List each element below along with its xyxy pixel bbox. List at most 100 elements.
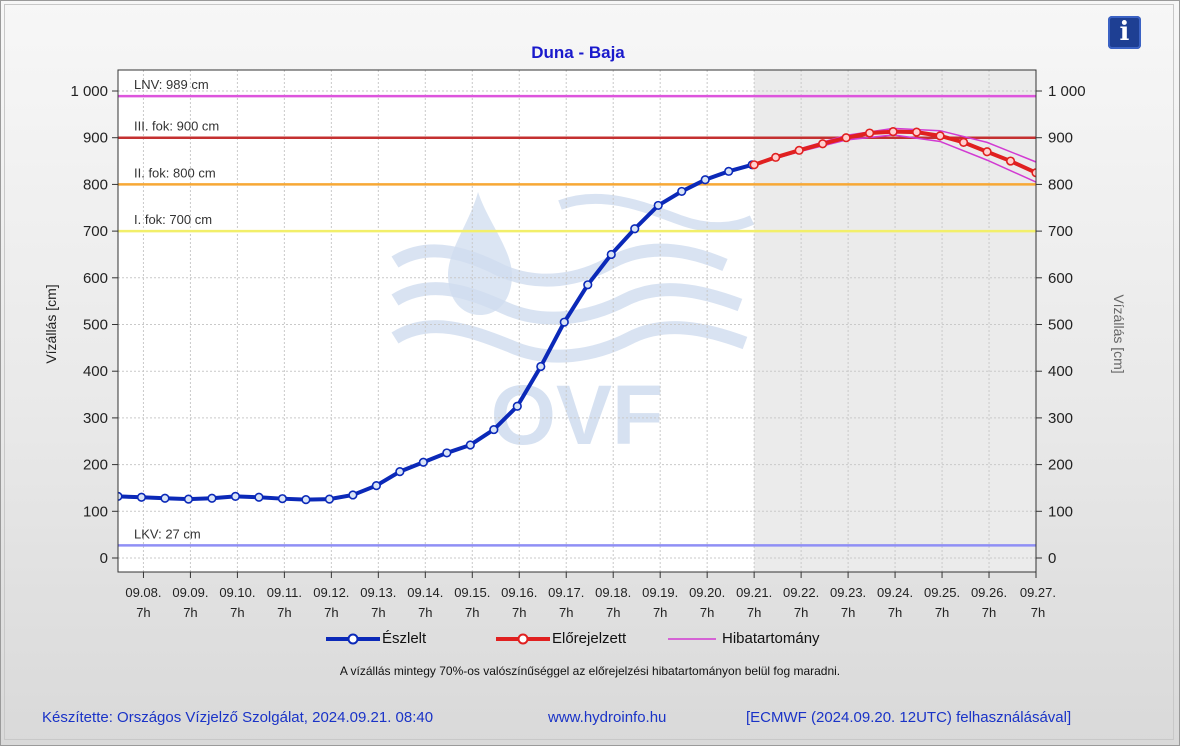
y-tick-label: 700 — [83, 223, 108, 240]
y-tick-label: 900 — [83, 130, 108, 147]
y-axis-left: 0 100 200 300 400 500 600 700 800 900 1 000 — [70, 83, 118, 567]
data-point — [183, 494, 194, 504]
y-tick-label: 0 — [1048, 550, 1056, 567]
data-point — [677, 186, 687, 197]
y-tick-label: 100 — [83, 503, 108, 520]
x-tick-label: 09.19. — [642, 585, 678, 600]
info-icon[interactable]: i — [1108, 16, 1141, 49]
reference-line-label: III. fok: 900 cm — [134, 119, 219, 134]
data-point — [136, 492, 147, 502]
y-axis-right: 0 100 200 300 400 500 600 700 800 900 1 000 — [1036, 83, 1086, 567]
legend-item-observed: Észlelt — [324, 628, 454, 650]
y-tick-label: 500 — [83, 317, 108, 334]
data-point — [630, 224, 640, 234]
x-tick-label: 7h — [512, 605, 526, 620]
window-inner-border — [4, 4, 1174, 740]
x-tick-label: 09.16. — [501, 585, 537, 600]
data-point — [348, 490, 358, 500]
wave-icon — [391, 243, 728, 287]
x-tick-label: 09.10. — [219, 585, 255, 600]
x-tick-label: 7h — [747, 605, 761, 620]
data-point — [888, 127, 898, 137]
data-point — [958, 137, 969, 147]
x-tick-label: 09.09. — [172, 585, 208, 600]
series-layer — [118, 127, 1036, 505]
x-tick-label: 09.23. — [830, 585, 866, 600]
x-axis: 09.08. 7h 09.09. 7h 09.10. 7h 09.11. 7h 09.12. 7h… — [125, 572, 1056, 620]
data-point — [724, 166, 734, 176]
x-tick-label: 09.12. — [313, 585, 349, 600]
data-point — [301, 495, 311, 505]
x-tick-label: 09.15. — [454, 585, 490, 600]
data-point — [536, 361, 546, 372]
x-tick-label: 09.27. — [1020, 585, 1056, 600]
data-point — [277, 494, 288, 504]
data-point — [324, 494, 334, 504]
x-tick-label: 7h — [324, 605, 338, 620]
footer-source: [ECMWF (2024.09.20. 12UTC) felhasználásá… — [746, 709, 1072, 726]
y-axis-right-label: Vízállás [cm] — [1111, 294, 1127, 373]
y-tick-label: 200 — [1048, 457, 1073, 474]
chart-title: Duna - Baja — [531, 43, 625, 62]
wave-icon — [391, 320, 748, 363]
y-tick-label: 100 — [1048, 503, 1073, 520]
y-tick-label: 700 — [1048, 223, 1073, 240]
data-point — [512, 401, 522, 411]
data-point — [489, 424, 499, 435]
data-point — [935, 131, 945, 141]
legend-label: Előrejelzett — [552, 630, 627, 647]
reference-lines: LNV: 989 cm III. fok: 900 cm II. fok: 800 … — [118, 77, 1036, 547]
y-axis-left-label: Vízállás [cm] — [43, 284, 59, 363]
water-drop-icon — [448, 192, 512, 315]
data-point — [442, 448, 452, 458]
watermark-text: OVF — [491, 368, 664, 462]
data-point — [118, 491, 123, 501]
data-point — [371, 481, 381, 491]
x-tick-label: 09.18. — [595, 585, 631, 600]
x-tick-label: 09.11. — [267, 585, 302, 600]
legend-error-band-swatch — [668, 638, 716, 640]
reference-line-label: II. fok: 800 cm — [134, 165, 216, 180]
x-tick-label: 09.21. — [736, 585, 772, 600]
data-point — [418, 457, 428, 467]
legend-label: Hibatartomány — [722, 630, 820, 647]
data-point — [207, 493, 217, 503]
y-tick-label: 300 — [1048, 410, 1073, 427]
data-point — [912, 127, 922, 137]
data-point — [254, 492, 264, 502]
data-point — [841, 133, 851, 143]
x-tick-label: 09.26. — [971, 585, 1007, 600]
x-tick-label: 7h — [277, 605, 291, 620]
data-point — [395, 467, 405, 477]
x-tick-label: 7h — [935, 605, 949, 620]
data-point — [1005, 156, 1016, 166]
footer-site-link[interactable]: www.hydroinfo.hu — [548, 709, 667, 726]
footer-author: Készítette: Országos Vízjelző Szolgálat,… — [42, 709, 434, 726]
y-tick-label: 600 — [83, 270, 108, 287]
x-tick-label: 09.08. — [125, 585, 161, 600]
x-tick-label: 7h — [183, 605, 197, 620]
data-point — [771, 152, 781, 162]
data-point — [160, 493, 170, 503]
reference-line-label: I. fok: 700 cm — [134, 212, 212, 227]
y-tick-label: 400 — [83, 363, 108, 380]
data-point — [818, 139, 828, 149]
y-tick-label: 600 — [1048, 270, 1073, 287]
data-point — [865, 128, 875, 138]
x-tick-label: 09.22. — [783, 585, 819, 600]
series-line — [118, 162, 753, 502]
x-tick-label: 7h — [841, 605, 855, 620]
legend-label: Észlelt — [382, 630, 427, 647]
x-tick-label: 7h — [700, 605, 714, 620]
legend-observed-swatch — [326, 633, 380, 645]
y-tick-label: 300 — [83, 410, 108, 427]
data-point — [465, 440, 475, 450]
y-tick-label: 200 — [83, 457, 108, 474]
x-tick-label: 7h — [136, 605, 150, 620]
x-tick-label: 7h — [230, 605, 244, 620]
data-point — [653, 200, 663, 211]
x-tick-label: 7h — [794, 605, 808, 620]
data-point — [700, 175, 710, 185]
data-point — [794, 145, 804, 155]
